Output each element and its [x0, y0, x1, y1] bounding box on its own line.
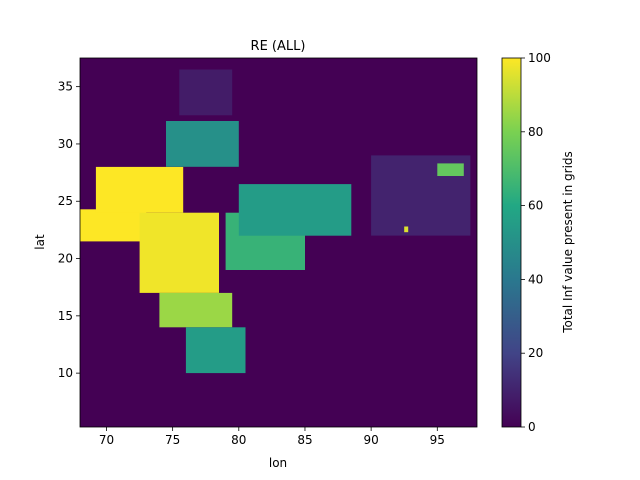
x-tick-label: 70: [99, 433, 114, 447]
heatmap-layer: [80, 69, 471, 374]
x-axis-ticks: 70 75 80 85 90 95: [99, 427, 445, 447]
plot-frame: [79, 57, 478, 428]
colorbar-tick-label: 0: [528, 420, 536, 434]
y-tick-label: 20: [58, 252, 73, 266]
heatmap-region-11: [404, 226, 409, 233]
x-axis-label: lon: [269, 456, 287, 470]
heatmap-region-6: [238, 184, 352, 236]
y-tick-label: 15: [58, 309, 73, 323]
colorbar-tick-label: 20: [528, 346, 543, 360]
chart-title: RE (ALL): [251, 39, 306, 54]
heatmap-region-0: [80, 209, 147, 242]
heatmap-region-2: [139, 212, 219, 293]
colorbar-ticks: 0 20 40 60 80 100: [521, 51, 551, 434]
colorbar-tick-label: 40: [528, 272, 543, 286]
colorbar-tick-label: 100: [528, 51, 551, 65]
x-tick-label: 75: [165, 433, 180, 447]
heatmap-region-8: [179, 69, 233, 116]
y-tick-label: 35: [58, 80, 73, 94]
heatmap-region-7: [166, 121, 239, 167]
y-axis-label: lat: [33, 234, 47, 250]
y-tick-label: 10: [58, 366, 73, 380]
x-tick-label: 80: [231, 433, 246, 447]
heatmap-region-10: [437, 163, 464, 176]
heatmap-region-1: [95, 166, 184, 213]
heatmap-region-3: [159, 292, 233, 328]
colorbar-label: Total Inf value present in grids: [561, 151, 575, 334]
y-tick-label: 30: [58, 137, 73, 151]
y-tick-label: 25: [58, 194, 73, 208]
y-axis-ticks: 10 15 20 25 30 35: [58, 80, 80, 380]
x-tick-label: 90: [363, 433, 378, 447]
colorbar: [501, 57, 522, 428]
x-tick-label: 95: [430, 433, 445, 447]
colorbar-tick-label: 60: [528, 199, 543, 213]
x-tick-label: 85: [297, 433, 312, 447]
colorbar-tick-label: 80: [528, 125, 543, 139]
heatmap-region-4: [185, 327, 246, 374]
